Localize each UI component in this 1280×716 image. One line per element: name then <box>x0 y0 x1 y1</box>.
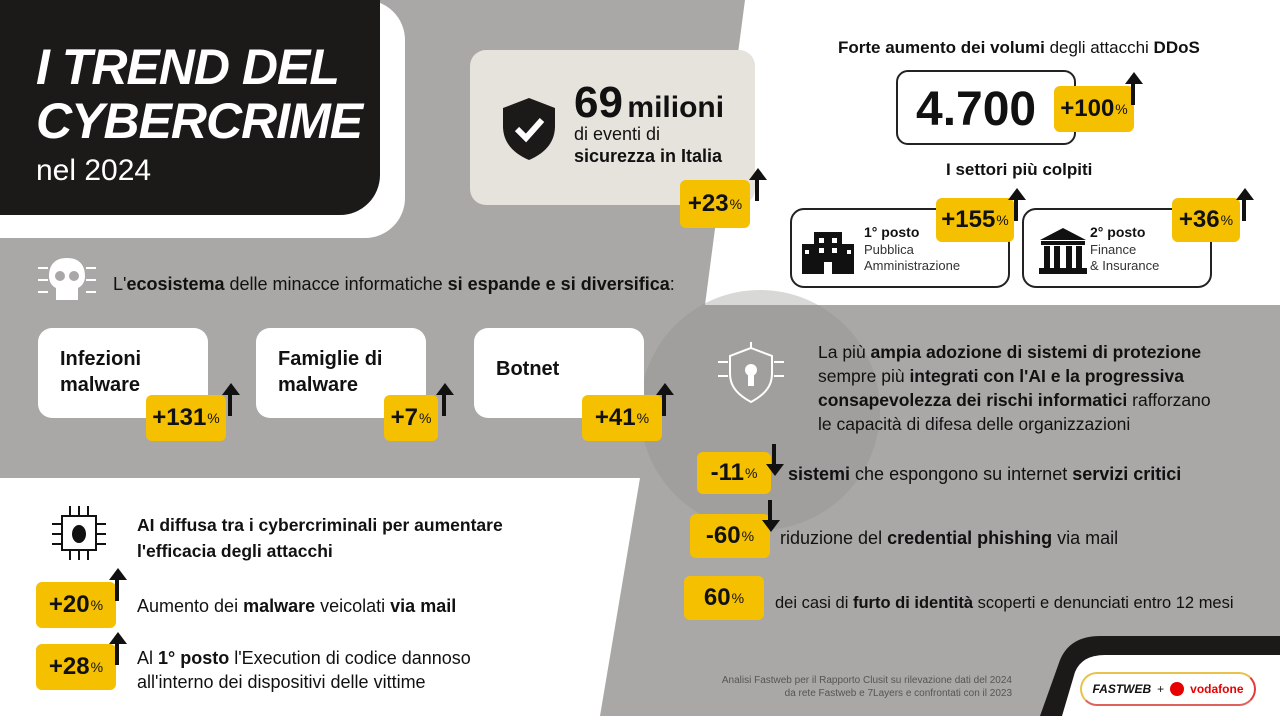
events-number: 69 <box>574 78 623 127</box>
sector-badge-1: +155% <box>936 198 1014 242</box>
title-block: I TREND DEL CYBERCRIME nel 2024 <box>0 0 380 215</box>
vodafone-icon <box>1170 682 1185 696</box>
sector-rank: 2° posto <box>1090 224 1146 240</box>
malware-families-badge: +7% <box>384 395 438 441</box>
sectors-title: I settori più colpiti <box>946 160 1093 179</box>
events-badge: +23% <box>680 180 750 228</box>
identity-theft-text: dei casi di furto di identità scoperti e… <box>775 594 1234 612</box>
title-year: nel 2024 <box>36 154 152 187</box>
sector-name: Finance <box>1090 242 1137 257</box>
sector-name: & Insurance <box>1090 258 1160 273</box>
title-line1: I TREND DEL <box>36 39 340 95</box>
ecosystem-heading: L'ecosistema delle minacce informatiche … <box>113 274 675 294</box>
fastweb-vodafone-logo: FASTWEB + vodafone <box>1080 672 1256 706</box>
events-card: 69 milioni di eventi di sicurezza in Ita… <box>470 50 755 205</box>
shield-lock-icon <box>718 342 784 404</box>
malware-infections-card: Infezioni malware <box>38 328 208 418</box>
protection-text: La più ampia adozione di sistemi di prot… <box>818 342 1211 434</box>
phishing-badge: -60% <box>690 514 770 558</box>
sector-rank: 1° posto <box>864 224 920 240</box>
ai-heading: AI diffusa tra i cybercriminali per aume… <box>137 515 503 561</box>
chip-bug-icon <box>52 506 106 560</box>
identity-theft-badge: 60% <box>684 576 764 620</box>
phishing-text: riduzione del credential phishing via ma… <box>780 528 1119 548</box>
shield-check-icon <box>503 98 555 160</box>
ddos-heading: Forte aumento dei volumi degli attacchi … <box>838 38 1200 57</box>
building-icon <box>802 232 854 274</box>
botnet-badge: +41% <box>582 395 662 441</box>
ddos-value: 4.700 <box>916 83 1037 136</box>
events-unit: milioni <box>627 91 725 124</box>
malware-families-card: Famiglie di malware <box>256 328 426 418</box>
title-line2: CYBERCRIME <box>36 93 363 149</box>
sector-name: Pubblica <box>864 242 914 257</box>
critical-services-text: sistemi che espongono su internet serviz… <box>788 464 1182 484</box>
execution-text: Al 1° posto l'Execution di codice dannos… <box>137 648 471 692</box>
critical-services-badge: -11% <box>697 452 771 494</box>
bank-icon <box>1039 228 1087 274</box>
malware-infections-badge: +131% <box>146 395 226 441</box>
sector-name: Amministrazione <box>864 258 961 273</box>
skull-circuit-icon <box>38 258 96 300</box>
ddos-badge: +100% <box>1054 86 1134 132</box>
execution-badge: +28% <box>36 644 116 690</box>
ddos-card: 4.700 <box>896 70 1076 145</box>
sector-badge-2: +36% <box>1172 198 1240 242</box>
events-line1: di eventi di <box>574 124 661 144</box>
mail-malware-badge: +20% <box>36 582 116 628</box>
events-line2: sicurezza in Italia <box>574 146 723 166</box>
mail-malware-text: Aumento dei malware veicolati via mail <box>137 596 457 616</box>
source-note: Analisi Fastweb per il Rapporto Clusit s… <box>721 675 1012 699</box>
